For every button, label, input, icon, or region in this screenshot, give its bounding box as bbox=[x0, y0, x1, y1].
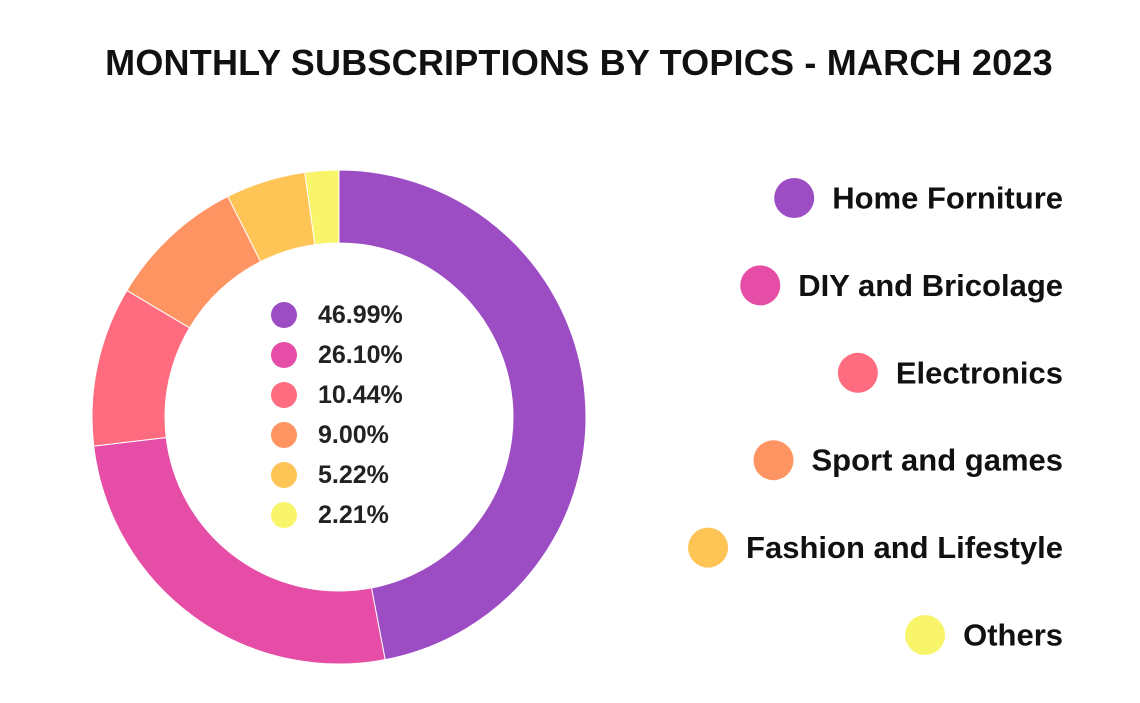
data-label-sport-and-games: 9.00% bbox=[318, 421, 389, 449]
legend-label-sport-and-games: Sport and games bbox=[812, 443, 1064, 478]
legend-swatch-fashion-and-lifestyle bbox=[688, 527, 729, 568]
center-dot-home-forniture bbox=[271, 302, 297, 328]
data-label-fashion-and-lifestyle: 5.22% bbox=[318, 461, 389, 489]
data-label-home-forniture: 46.99% bbox=[318, 301, 403, 329]
legend-label-fashion-and-lifestyle: Fashion and Lifestyle bbox=[746, 530, 1063, 565]
slice-others bbox=[304, 169, 340, 246]
slice-diy-and-bricolage bbox=[93, 436, 386, 665]
legend-label-diy-and-bricolage: DIY and Bricolage bbox=[798, 268, 1063, 303]
legend-swatch-electronics bbox=[837, 352, 878, 393]
data-label-electronics: 10.44% bbox=[318, 381, 403, 409]
data-label-others: 2.21% bbox=[318, 501, 389, 529]
center-dot-fashion-and-lifestyle bbox=[271, 462, 297, 488]
legend-label-electronics: Electronics bbox=[896, 355, 1063, 390]
legend-swatch-others bbox=[905, 615, 946, 655]
legend-label-others: Others bbox=[963, 618, 1063, 653]
chart-title: MONTHLY SUBSCRIPTIONS BY TOPICS - MARCH … bbox=[105, 42, 1053, 83]
center-dot-diy-and-bricolage bbox=[271, 342, 297, 368]
legend-swatch-diy-and-bricolage bbox=[740, 265, 781, 306]
legend-swatch-sport-and-games bbox=[753, 440, 794, 481]
legend-swatch-home-forniture bbox=[774, 178, 815, 218]
center-percent-list: 46.99% 26.10% 10.44% 9.00% 5.22% 2.21% bbox=[271, 301, 403, 529]
data-label-diy-and-bricolage: 26.10% bbox=[318, 341, 403, 369]
center-dot-electronics bbox=[271, 382, 297, 408]
center-dot-others bbox=[271, 502, 297, 528]
chart-legend: Home Forniture DIY and Bricolage Electroni… bbox=[688, 178, 1063, 655]
donut-slices bbox=[91, 169, 587, 665]
legend-label-home-forniture: Home Forniture bbox=[832, 181, 1063, 216]
center-dot-sport-and-games bbox=[271, 422, 297, 448]
slice-home-forniture bbox=[338, 169, 587, 661]
